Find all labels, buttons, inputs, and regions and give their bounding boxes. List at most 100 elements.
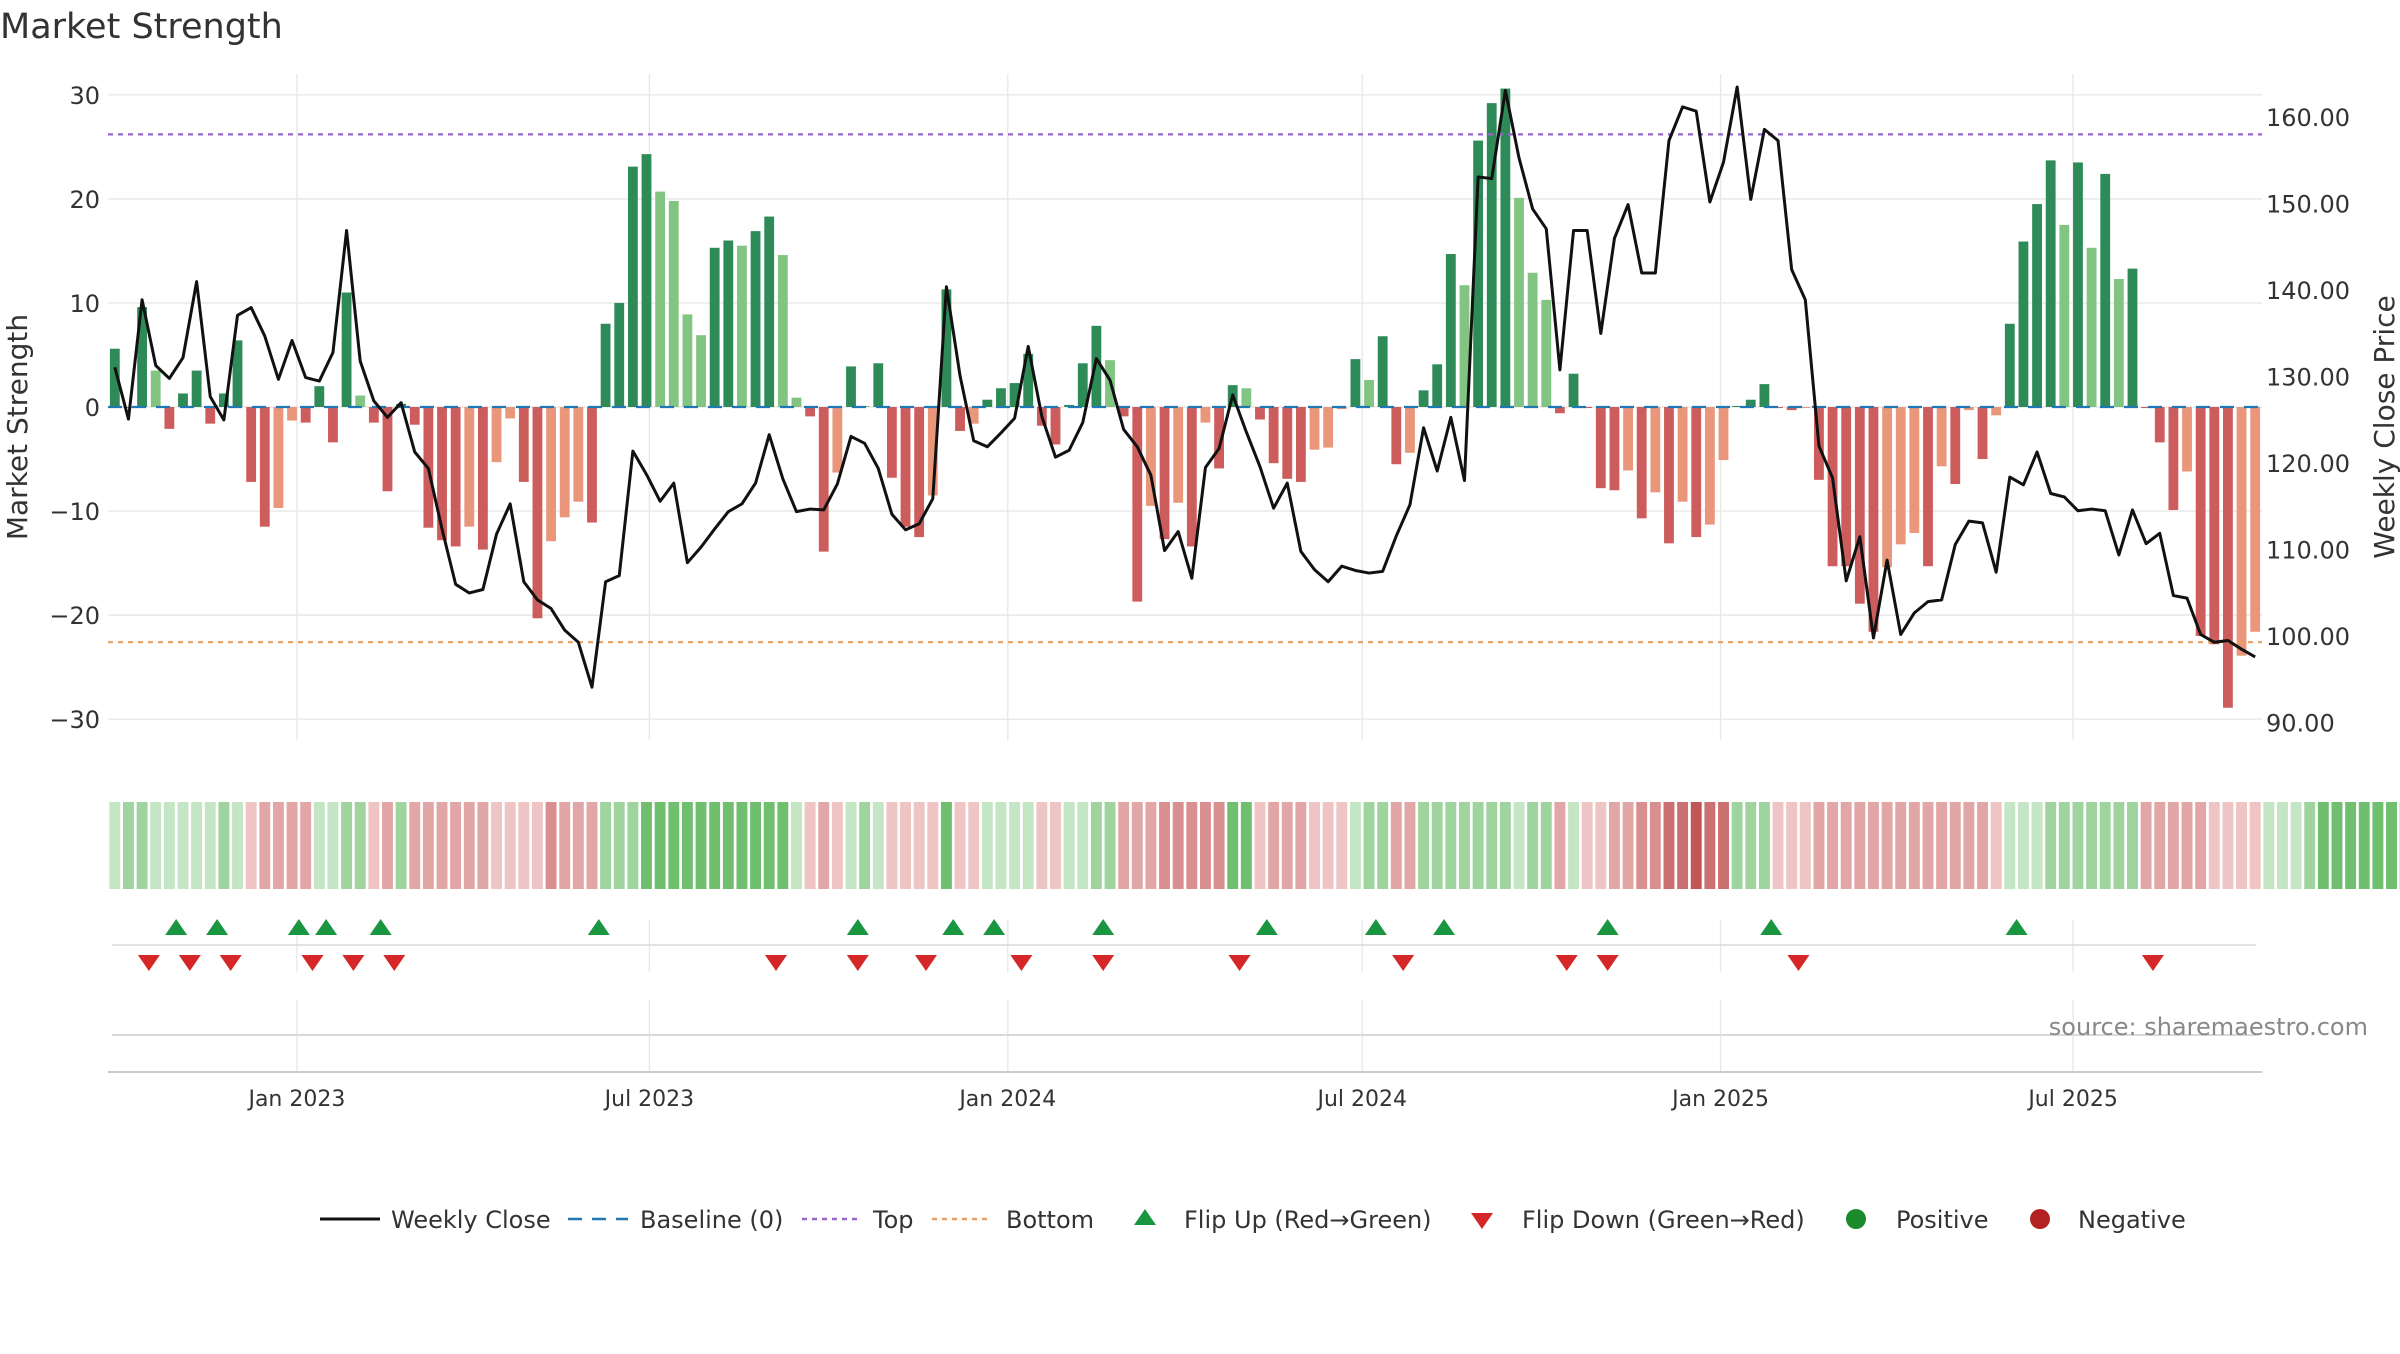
strength-bar — [369, 407, 379, 423]
heat-cell — [1677, 802, 1688, 889]
strength-bar — [464, 407, 474, 527]
strength-bar — [1364, 380, 1374, 407]
heat-cell — [1418, 802, 1429, 889]
strength-bar — [2087, 248, 2097, 407]
heat-cell — [287, 802, 298, 889]
heat-cell — [1950, 802, 1961, 889]
strength-bar — [587, 407, 597, 523]
legend-label: Flip Up (Red→Green) — [1184, 1206, 1432, 1234]
heat-cell — [996, 802, 1007, 889]
strength-bar — [2209, 407, 2219, 644]
heat-cell — [1159, 802, 1170, 889]
heat-cell — [873, 802, 884, 889]
heat-cell — [2372, 802, 2383, 889]
heat-cell — [1664, 802, 1675, 889]
heat-cell — [491, 802, 502, 889]
legend-label: Weekly Close — [391, 1206, 551, 1234]
heat-cell — [1023, 802, 1034, 889]
heat-cell — [423, 802, 434, 889]
strength-bar — [1678, 407, 1688, 502]
heat-cell — [218, 802, 229, 889]
strength-bar — [1241, 388, 1251, 407]
strength-bar — [1310, 407, 1320, 450]
heat-cell — [2386, 802, 2397, 889]
heat-cell — [2141, 802, 2152, 889]
heat-cell — [464, 802, 475, 889]
heat-cell — [1718, 802, 1729, 889]
heat-cell — [1650, 802, 1661, 889]
strength-bar — [873, 363, 883, 407]
heat-cell — [2263, 802, 2274, 889]
strength-bar — [778, 255, 788, 407]
heat-cell — [1336, 802, 1347, 889]
heat-cell — [1309, 802, 1320, 889]
strength-bar — [1759, 384, 1769, 407]
heat-cell — [1514, 802, 1525, 889]
x-tick-label: Jan 2024 — [957, 1087, 1056, 1112]
heat-cell — [1214, 802, 1225, 889]
x-tick-label: Jan 2023 — [246, 1087, 345, 1112]
heat-cell — [1977, 802, 1988, 889]
heat-cell — [2154, 802, 2165, 889]
heat-cell — [2304, 802, 2315, 889]
strength-bar — [2073, 162, 2083, 407]
heat-cell — [355, 802, 366, 889]
heat-cell — [982, 802, 993, 889]
strength-bar — [246, 407, 256, 482]
heat-cell — [1064, 802, 1075, 889]
heat-cell — [1691, 802, 1702, 889]
heat-cell — [682, 802, 693, 889]
heat-cell — [1473, 802, 1484, 889]
strength-bar — [1528, 273, 1538, 407]
y-tick-label-right: 110.00 — [2266, 537, 2350, 565]
heat-cell — [1554, 802, 1565, 889]
strength-bar — [164, 407, 174, 429]
legend-swatch-positive-dot — [1846, 1209, 1866, 1229]
legend-label: Negative — [2078, 1206, 2186, 1234]
heat-cell — [1623, 802, 1634, 889]
strength-bar — [287, 407, 297, 421]
heat-cell — [2073, 802, 2084, 889]
strength-bar — [1187, 407, 1197, 546]
heat-cell — [1704, 802, 1715, 889]
heat-cell — [1391, 802, 1402, 889]
heat-cell — [1595, 802, 1606, 889]
strength-bar — [1705, 407, 1715, 525]
heat-cell — [1991, 802, 2002, 889]
y-tick-label-left: −20 — [49, 602, 100, 630]
heat-cell — [2209, 802, 2220, 889]
heat-cell — [818, 802, 829, 889]
heat-cell — [859, 802, 870, 889]
strength-bar — [2046, 160, 2056, 407]
strength-bar — [669, 201, 679, 407]
strength-bar — [410, 407, 420, 425]
heat-cell — [1227, 802, 1238, 889]
heat-cell — [2113, 802, 2124, 889]
heat-cell — [2222, 802, 2233, 889]
strength-bar — [1869, 407, 1879, 632]
strength-bar — [533, 407, 543, 618]
strength-bar — [342, 293, 352, 407]
legend-item-down: Flip Down (Green→Red) — [1471, 1206, 1805, 1234]
strength-bar — [764, 217, 774, 407]
heat-cell — [1323, 802, 1334, 889]
strength-bar — [274, 407, 284, 508]
strength-bar — [192, 371, 202, 407]
strength-bar — [1296, 407, 1306, 482]
strength-bar — [1500, 89, 1510, 407]
heat-cell — [1050, 802, 1061, 889]
heat-cell — [1118, 802, 1129, 889]
heat-cell — [409, 802, 420, 889]
strength-bar — [2182, 407, 2192, 472]
strength-bar — [1610, 407, 1620, 490]
y-tick-label-right: 150.00 — [2266, 191, 2350, 219]
heat-cell — [709, 802, 720, 889]
y-tick-label-right: 130.00 — [2266, 364, 2350, 392]
legend-label: Flip Down (Green→Red) — [1522, 1206, 1805, 1234]
y-tick-label-left: 30 — [69, 82, 100, 110]
heat-cell — [1895, 802, 1906, 889]
strength-bar — [560, 407, 570, 517]
heat-cell — [518, 802, 529, 889]
heat-cell — [1963, 802, 1974, 889]
heat-cell — [1745, 802, 1756, 889]
